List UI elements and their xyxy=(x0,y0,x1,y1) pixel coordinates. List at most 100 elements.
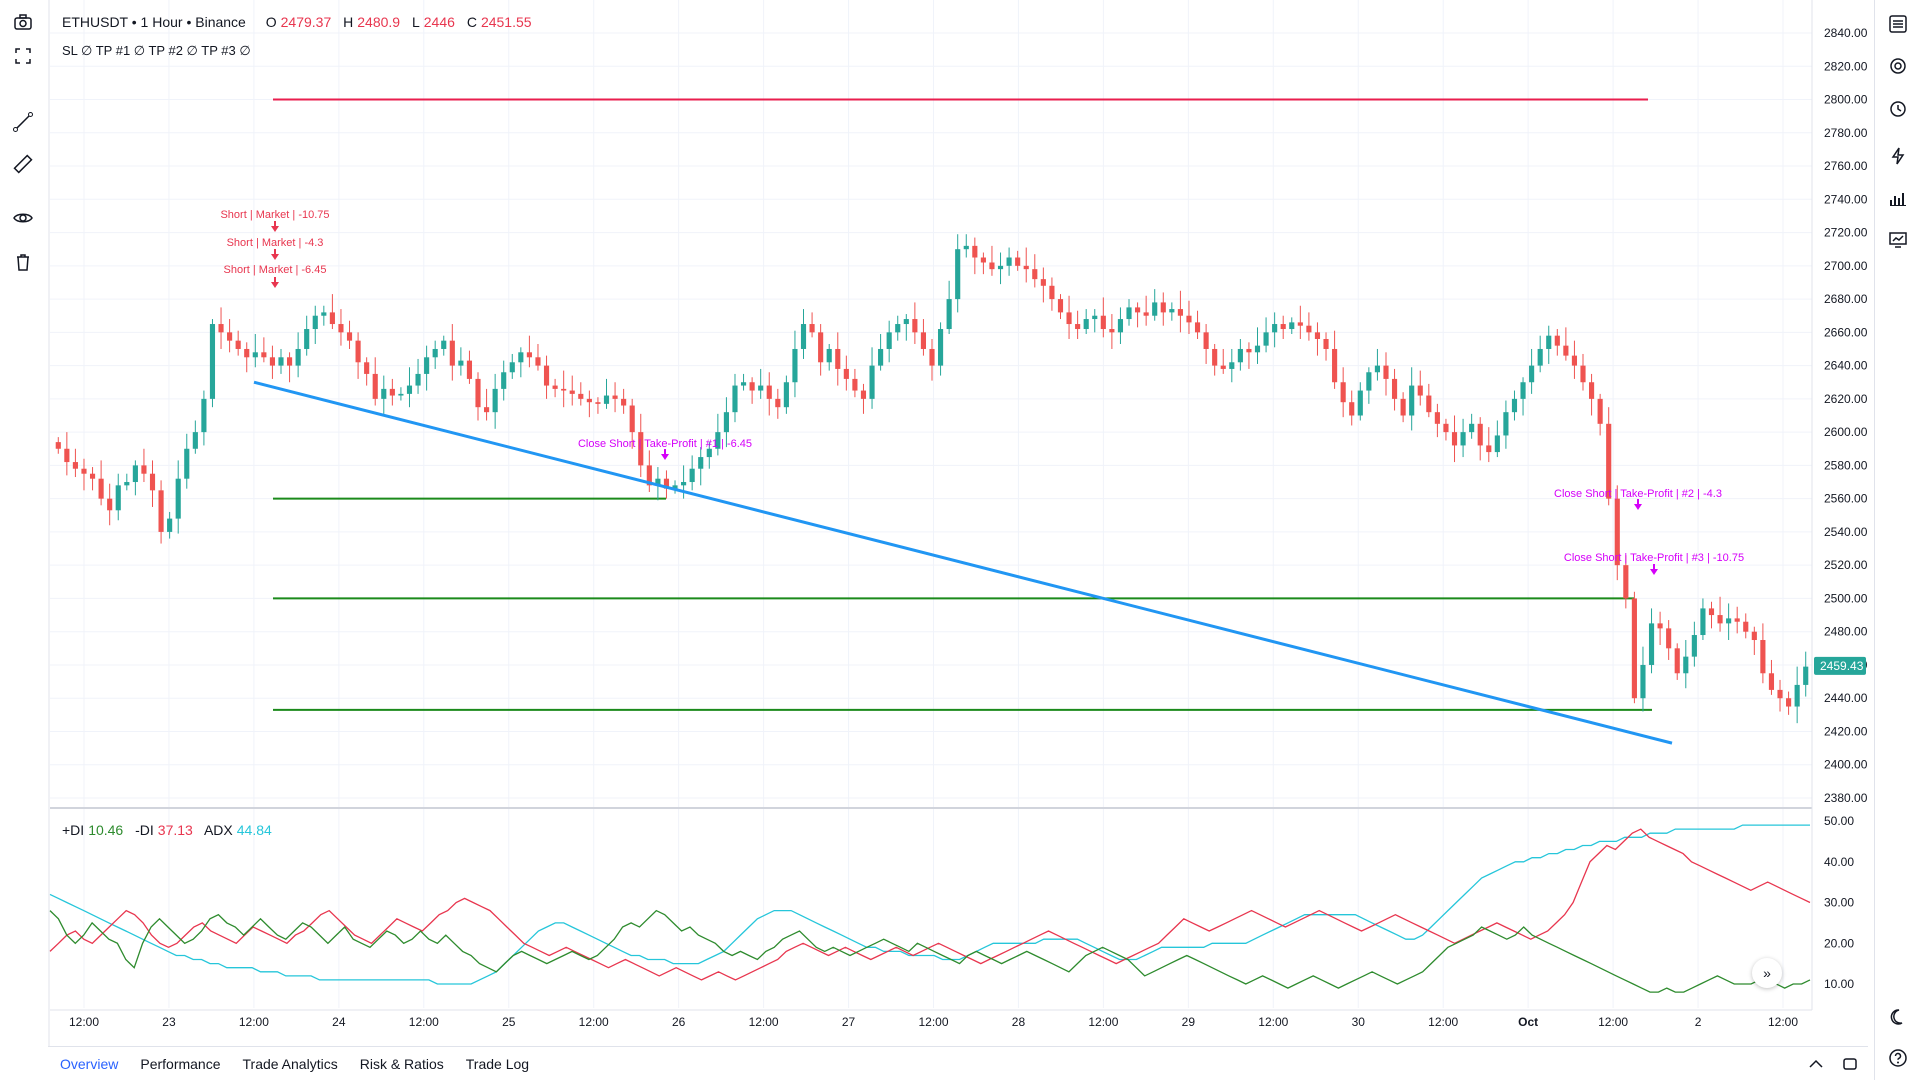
candle-body xyxy=(826,348,832,363)
candle-body xyxy=(1400,398,1406,416)
candle xyxy=(1743,613,1749,639)
candle-body xyxy=(158,490,164,532)
lightning-icon[interactable] xyxy=(1884,142,1912,170)
candle-body xyxy=(723,412,729,433)
monitor-chart-icon[interactable] xyxy=(1884,226,1912,254)
candle xyxy=(406,367,413,408)
candle xyxy=(449,324,455,381)
candle-body xyxy=(98,478,104,499)
candle-body xyxy=(1263,332,1269,346)
candle-body xyxy=(1169,309,1175,313)
candle xyxy=(286,352,293,383)
high-value: 2480.9 xyxy=(357,14,401,30)
candle-body xyxy=(997,265,1004,270)
candle xyxy=(424,345,430,391)
trend-line-icon[interactable] xyxy=(9,108,37,136)
candle xyxy=(980,252,986,275)
price-axis-label: 2540.00 xyxy=(1824,525,1868,539)
candle-body xyxy=(1614,498,1620,566)
bar-chart-icon[interactable] xyxy=(1884,184,1912,212)
candle-body xyxy=(800,324,807,349)
eye-icon[interactable] xyxy=(9,204,37,232)
candle xyxy=(372,357,378,406)
candle-body xyxy=(1451,432,1458,446)
candle-body xyxy=(929,348,935,366)
candle-body xyxy=(1186,315,1192,323)
candle-body xyxy=(1734,618,1740,622)
candle xyxy=(818,324,824,376)
candle-body xyxy=(1049,285,1055,300)
candle-body xyxy=(1434,412,1440,424)
watchlist-icon[interactable] xyxy=(1884,10,1912,38)
price-axis-label: 2640.00 xyxy=(1824,359,1868,373)
price-axis-label: 2780.00 xyxy=(1824,126,1868,140)
candle xyxy=(1314,322,1321,356)
price-axis-label: 2680.00 xyxy=(1824,292,1868,306)
candle-body xyxy=(1460,432,1466,446)
candle xyxy=(1700,598,1706,641)
candles xyxy=(55,234,1809,724)
ruler-icon[interactable] xyxy=(9,150,37,178)
candle-body xyxy=(937,329,944,366)
tab-performance[interactable]: Performance xyxy=(140,1055,221,1072)
alarm-clock-icon[interactable] xyxy=(1884,94,1912,122)
candle-body xyxy=(1306,325,1312,333)
tab-trade-analytics[interactable]: Trade Analytics xyxy=(242,1055,338,1072)
candle-body xyxy=(1580,365,1586,383)
help-icon[interactable] xyxy=(1884,1044,1912,1072)
candle xyxy=(1066,295,1072,339)
candle-body xyxy=(1571,355,1578,366)
moon-icon[interactable] xyxy=(1884,1004,1912,1032)
tab-trade-log[interactable]: Trade Log xyxy=(465,1055,530,1072)
candle-body xyxy=(227,332,233,341)
candle-body xyxy=(1751,631,1757,641)
maximize-panel-icon[interactable] xyxy=(1838,1052,1862,1076)
candle-body xyxy=(818,332,824,363)
candle xyxy=(1160,292,1166,326)
trash-icon[interactable] xyxy=(9,248,37,276)
tab-risk-ratios[interactable]: Risk & Ratios xyxy=(359,1055,444,1072)
candle xyxy=(937,322,944,376)
time-axis-label: 12:00 xyxy=(1428,1015,1458,1029)
candle xyxy=(1032,254,1038,288)
candle-body xyxy=(1340,382,1346,403)
candle xyxy=(432,340,438,369)
candle-body xyxy=(475,378,481,408)
candle xyxy=(398,387,404,401)
candle-body xyxy=(869,365,875,399)
candle-body xyxy=(1100,315,1106,330)
candle xyxy=(1015,250,1021,271)
chart-area[interactable]: Short | Market | -10.75 Short | Market | … xyxy=(0,0,1874,1046)
candle-body xyxy=(1075,324,1081,330)
target-icon[interactable] xyxy=(1884,52,1912,80)
candle-body xyxy=(1503,412,1509,436)
candle-body xyxy=(1537,348,1543,366)
candle xyxy=(1589,373,1595,416)
candle xyxy=(1666,620,1672,660)
candle xyxy=(1117,307,1124,344)
camera-icon[interactable] xyxy=(9,8,37,36)
candle xyxy=(1280,315,1286,339)
price-axis-label: 2720.00 xyxy=(1824,226,1868,240)
candle xyxy=(1606,407,1612,506)
scroll-to-realtime-button[interactable]: » xyxy=(1752,958,1782,988)
candle xyxy=(1100,297,1106,338)
mdi-label: -DI xyxy=(135,822,154,838)
collapse-panel-icon[interactable] xyxy=(1804,1052,1828,1076)
candle xyxy=(749,377,755,404)
price-axis-label: 2500.00 xyxy=(1824,591,1868,605)
candle-body xyxy=(406,385,413,394)
short-annotation-2-arrow xyxy=(271,254,279,260)
candle-body xyxy=(124,482,130,486)
time-axis-label: 29 xyxy=(1182,1015,1196,1029)
tab-overview[interactable]: Overview xyxy=(60,1055,119,1072)
indicator-axis-label: 20.00 xyxy=(1824,936,1854,950)
fullscreen-icon[interactable] xyxy=(9,42,37,70)
price-axis-label: 2620.00 xyxy=(1824,392,1868,406)
candle xyxy=(1194,310,1201,339)
candle-body xyxy=(1366,372,1372,391)
low-label: L xyxy=(411,14,420,30)
candle xyxy=(1143,295,1149,326)
sl-tp-text: SL ∅ TP #1 ∅ TP #2 ∅ TP #3 ∅ xyxy=(62,43,251,58)
